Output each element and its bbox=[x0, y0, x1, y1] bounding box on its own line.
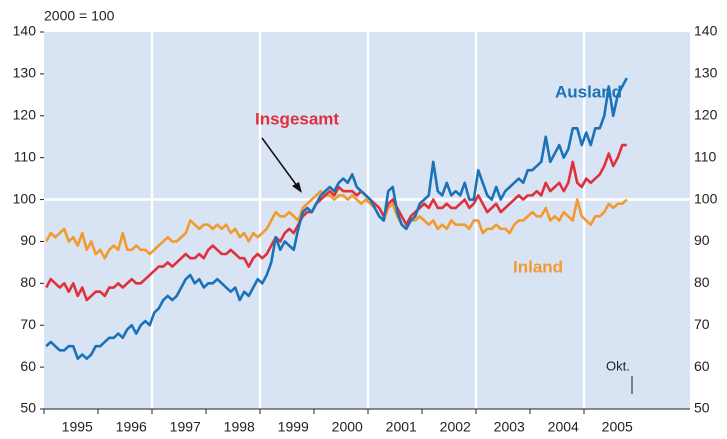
y2-tick-label: 90 bbox=[694, 232, 710, 248]
x-tick-label: 2003 bbox=[494, 419, 525, 434]
y-tick-label: 60 bbox=[20, 358, 36, 374]
x-tick-label: 1995 bbox=[62, 419, 93, 434]
y2-tick-label: 80 bbox=[694, 274, 710, 290]
x-tick-label: 2005 bbox=[602, 419, 633, 434]
y-tick-label: 70 bbox=[20, 316, 36, 332]
y2-tick-label: 60 bbox=[694, 358, 710, 374]
x-tick-label: 1999 bbox=[278, 419, 309, 434]
series-label: Ausland bbox=[555, 82, 622, 101]
series-label: Insgesamt bbox=[255, 109, 339, 128]
y-tick-label: 110 bbox=[14, 148, 37, 164]
y-tick-label: 100 bbox=[13, 190, 37, 206]
y2-tick-label: 70 bbox=[694, 316, 710, 332]
y-tick-label: 50 bbox=[20, 400, 36, 416]
subtitle: 2000 = 100 bbox=[44, 8, 115, 24]
x-tick-label: 1996 bbox=[116, 419, 147, 434]
x-tick-label: 2000 bbox=[332, 419, 363, 434]
annotation: Okt. bbox=[606, 358, 630, 373]
series-label: Inland bbox=[513, 257, 563, 276]
y-tick-label: 140 bbox=[13, 23, 37, 39]
y-tick-label: 130 bbox=[13, 65, 37, 81]
y2-tick-label: 120 bbox=[694, 106, 718, 122]
arrow-line bbox=[261, 137, 301, 191]
y-tick-label: 120 bbox=[13, 106, 37, 122]
series-line bbox=[45, 77, 628, 361]
x-tick-label: 1998 bbox=[224, 419, 255, 434]
arrow-head bbox=[292, 182, 302, 193]
x-tick-label: 2001 bbox=[386, 419, 417, 434]
series-line bbox=[45, 189, 628, 260]
y-tick-label: 90 bbox=[20, 232, 36, 248]
x-tick-label: 1997 bbox=[170, 419, 201, 434]
y2-tick-label: 110 bbox=[694, 148, 717, 164]
y2-tick-label: 50 bbox=[694, 400, 710, 416]
y-tick-label: 80 bbox=[20, 274, 36, 290]
x-tick-label: 2002 bbox=[440, 419, 471, 434]
y2-tick-label: 130 bbox=[694, 65, 718, 81]
y2-tick-label: 100 bbox=[694, 190, 718, 206]
y2-tick-label: 140 bbox=[694, 23, 718, 39]
series-line bbox=[45, 143, 627, 302]
x-tick-label: 2004 bbox=[548, 419, 579, 434]
